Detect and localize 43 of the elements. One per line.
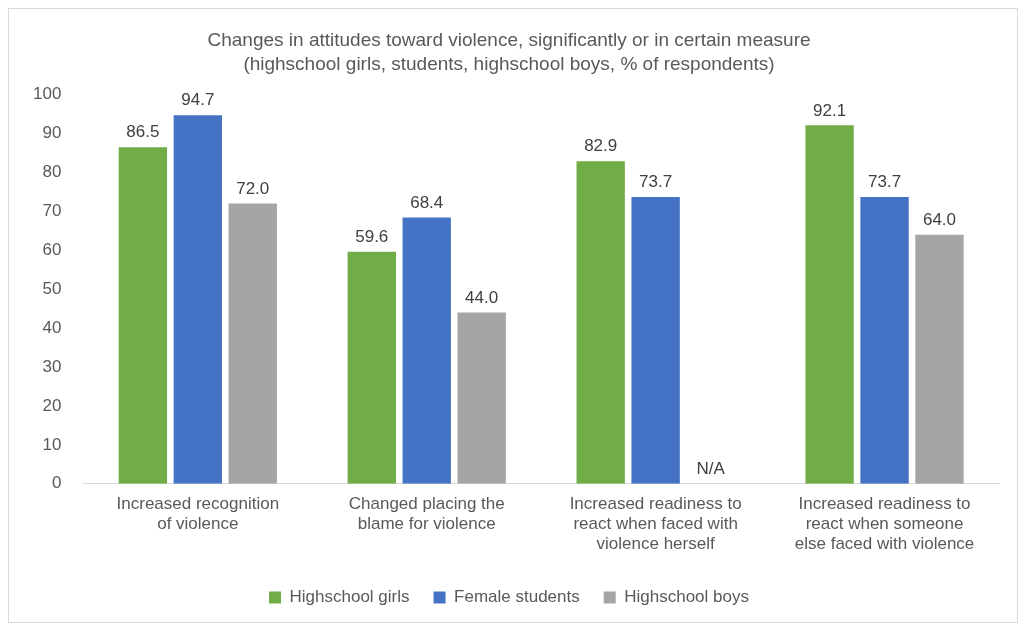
bar bbox=[118, 147, 168, 484]
data-label: 68.4 bbox=[410, 192, 444, 212]
bar bbox=[631, 196, 680, 484]
y-tick-label: 40 bbox=[42, 317, 62, 337]
bar bbox=[457, 312, 506, 484]
y-tick-label: 20 bbox=[42, 395, 62, 415]
y-tick-label: 80 bbox=[42, 162, 62, 182]
y-tick-label: 90 bbox=[42, 123, 62, 143]
x-tick-label: Increased readiness to react when faced with violence herself bbox=[569, 493, 742, 554]
bar bbox=[915, 234, 964, 484]
x-tick-label: Changed placing the blame for violence bbox=[348, 493, 505, 534]
bar bbox=[402, 217, 451, 484]
data-label: 86.5 bbox=[126, 122, 160, 142]
bar bbox=[228, 203, 277, 484]
bar bbox=[347, 251, 396, 484]
bar bbox=[860, 196, 909, 484]
bar bbox=[805, 125, 854, 484]
y-tick-label: 30 bbox=[42, 356, 62, 376]
data-label: 73.7 bbox=[868, 172, 902, 192]
y-tick-label: 10 bbox=[42, 434, 62, 454]
x-tick-label: Increased readiness to react when someone else faced with violence bbox=[794, 493, 975, 554]
data-label: 44.0 bbox=[465, 287, 499, 307]
legend-label: Highschool girls bbox=[289, 587, 410, 607]
y-tick-label: 50 bbox=[42, 278, 62, 298]
legend-label: Highschool boys bbox=[624, 587, 749, 607]
data-label: 64.0 bbox=[922, 209, 957, 229]
chart-title: Changes in attitudes toward violence, significantly or in certain measure bbox=[207, 28, 811, 50]
x-tick-label: Increased recognition of violence bbox=[116, 493, 280, 534]
chart-subtitle: (highschool girls, students, highschool boys, % of respondents) bbox=[243, 53, 775, 75]
y-tick-label: 60 bbox=[42, 239, 62, 259]
data-label: 92.1 bbox=[813, 100, 847, 120]
y-tick-label: 100 bbox=[32, 84, 62, 104]
data-label: 72.0 bbox=[236, 178, 270, 198]
bar bbox=[576, 161, 625, 484]
data-label: 94.7 bbox=[181, 90, 215, 110]
bar bbox=[173, 115, 222, 484]
y-tick-label: 70 bbox=[42, 201, 62, 221]
data-label: 59.6 bbox=[355, 227, 389, 247]
text: N/A bbox=[696, 458, 725, 478]
y-tick-label: 0 bbox=[51, 473, 62, 493]
data-label: 82.9 bbox=[584, 136, 618, 156]
data-label: 73.7 bbox=[639, 172, 673, 192]
legend-label: Female students bbox=[454, 587, 580, 607]
